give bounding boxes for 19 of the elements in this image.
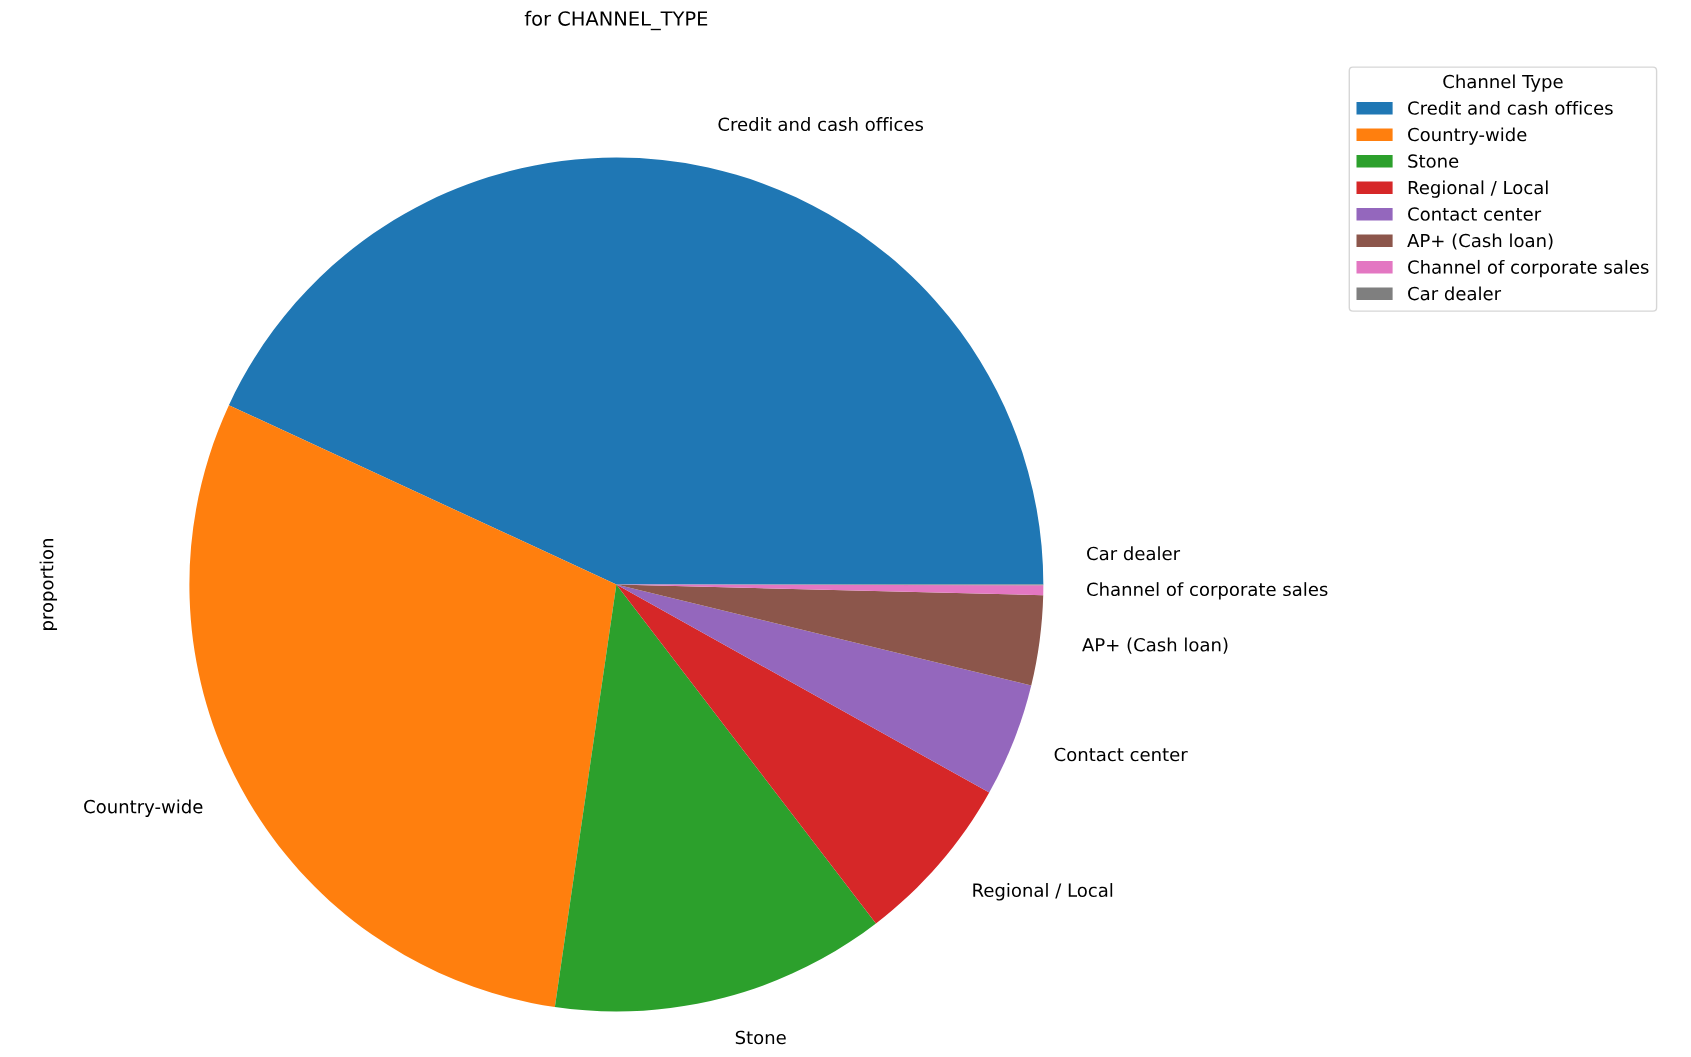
legend-label: AP+ (Cash loan): [1407, 233, 1553, 250]
text: proportion: [39, 539, 58, 630]
slice-label: Channel of corporate sales: [1087, 582, 1328, 600]
legend-label: Channel of corporate sales: [1408, 259, 1649, 278]
slice-label: AP+ (Cash loan): [1082, 637, 1228, 654]
legend-title: Channel Type: [1443, 74, 1563, 92]
chart-title: for CHANNEL_TYPE: [524, 10, 708, 31]
legend-label: Car dealer: [1408, 286, 1502, 301]
legend-label: Contact center: [1408, 207, 1542, 221]
slice-label: Contact center: [1054, 747, 1188, 762]
legend-label: Credit and cash offices: [1408, 100, 1613, 115]
slice-label: Stone: [735, 1030, 786, 1045]
legend-label: Country-wide: [1408, 127, 1527, 145]
slice-label: Credit and cash offices: [718, 117, 924, 132]
category-label: Car dealer: [1087, 546, 1181, 561]
slice-label: Country-wide: [84, 799, 203, 817]
slice-label: Regional / Local: [973, 883, 1113, 901]
legend-label: Regional / Local: [1408, 180, 1548, 198]
legend-label: Stone: [1408, 154, 1459, 168]
